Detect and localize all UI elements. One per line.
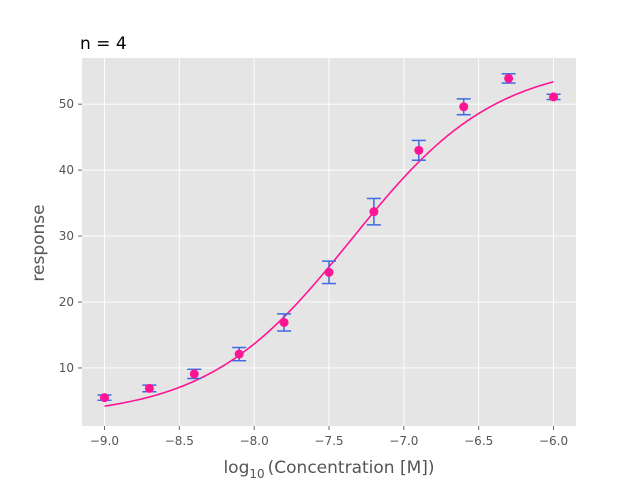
chart-title: n = 4 [80, 34, 127, 54]
x-tick-label: −6.5 [464, 434, 493, 448]
data-point [504, 73, 514, 83]
y-tick-label: 10 [59, 361, 74, 375]
y-tick-label: 20 [59, 295, 74, 309]
y-tick-label: 50 [59, 97, 74, 111]
data-points-layer [99, 73, 559, 403]
data-point [99, 393, 109, 403]
data-point [279, 317, 289, 327]
data-point [144, 383, 154, 393]
x-tick-labels: −9.0 −8.5 −8.0 −7.5 −7.0 −6.5 −6.0 [90, 434, 568, 448]
data-point [414, 145, 424, 155]
data-point [189, 369, 199, 379]
data-point [324, 267, 334, 277]
y-tick-label: 30 [59, 229, 74, 243]
data-point [369, 207, 379, 217]
data-point [234, 349, 244, 359]
x-tick-label: −6.0 [539, 434, 568, 448]
y-tick-label: 40 [59, 163, 74, 177]
y-axis-label: response [29, 204, 49, 281]
data-point [549, 92, 559, 102]
y-tick-labels: 10 20 30 40 50 [59, 97, 74, 375]
x-axis-label: log10 (Concentration [M]) [223, 458, 434, 480]
data-point [459, 102, 469, 112]
x-tick-label: −7.0 [389, 434, 418, 448]
x-tick-label: −7.5 [314, 434, 343, 448]
x-tick-label: −9.0 [90, 434, 119, 448]
x-tick-label: −8.5 [165, 434, 194, 448]
grid-lines [78, 58, 576, 430]
x-tick-label: −8.0 [240, 434, 269, 448]
